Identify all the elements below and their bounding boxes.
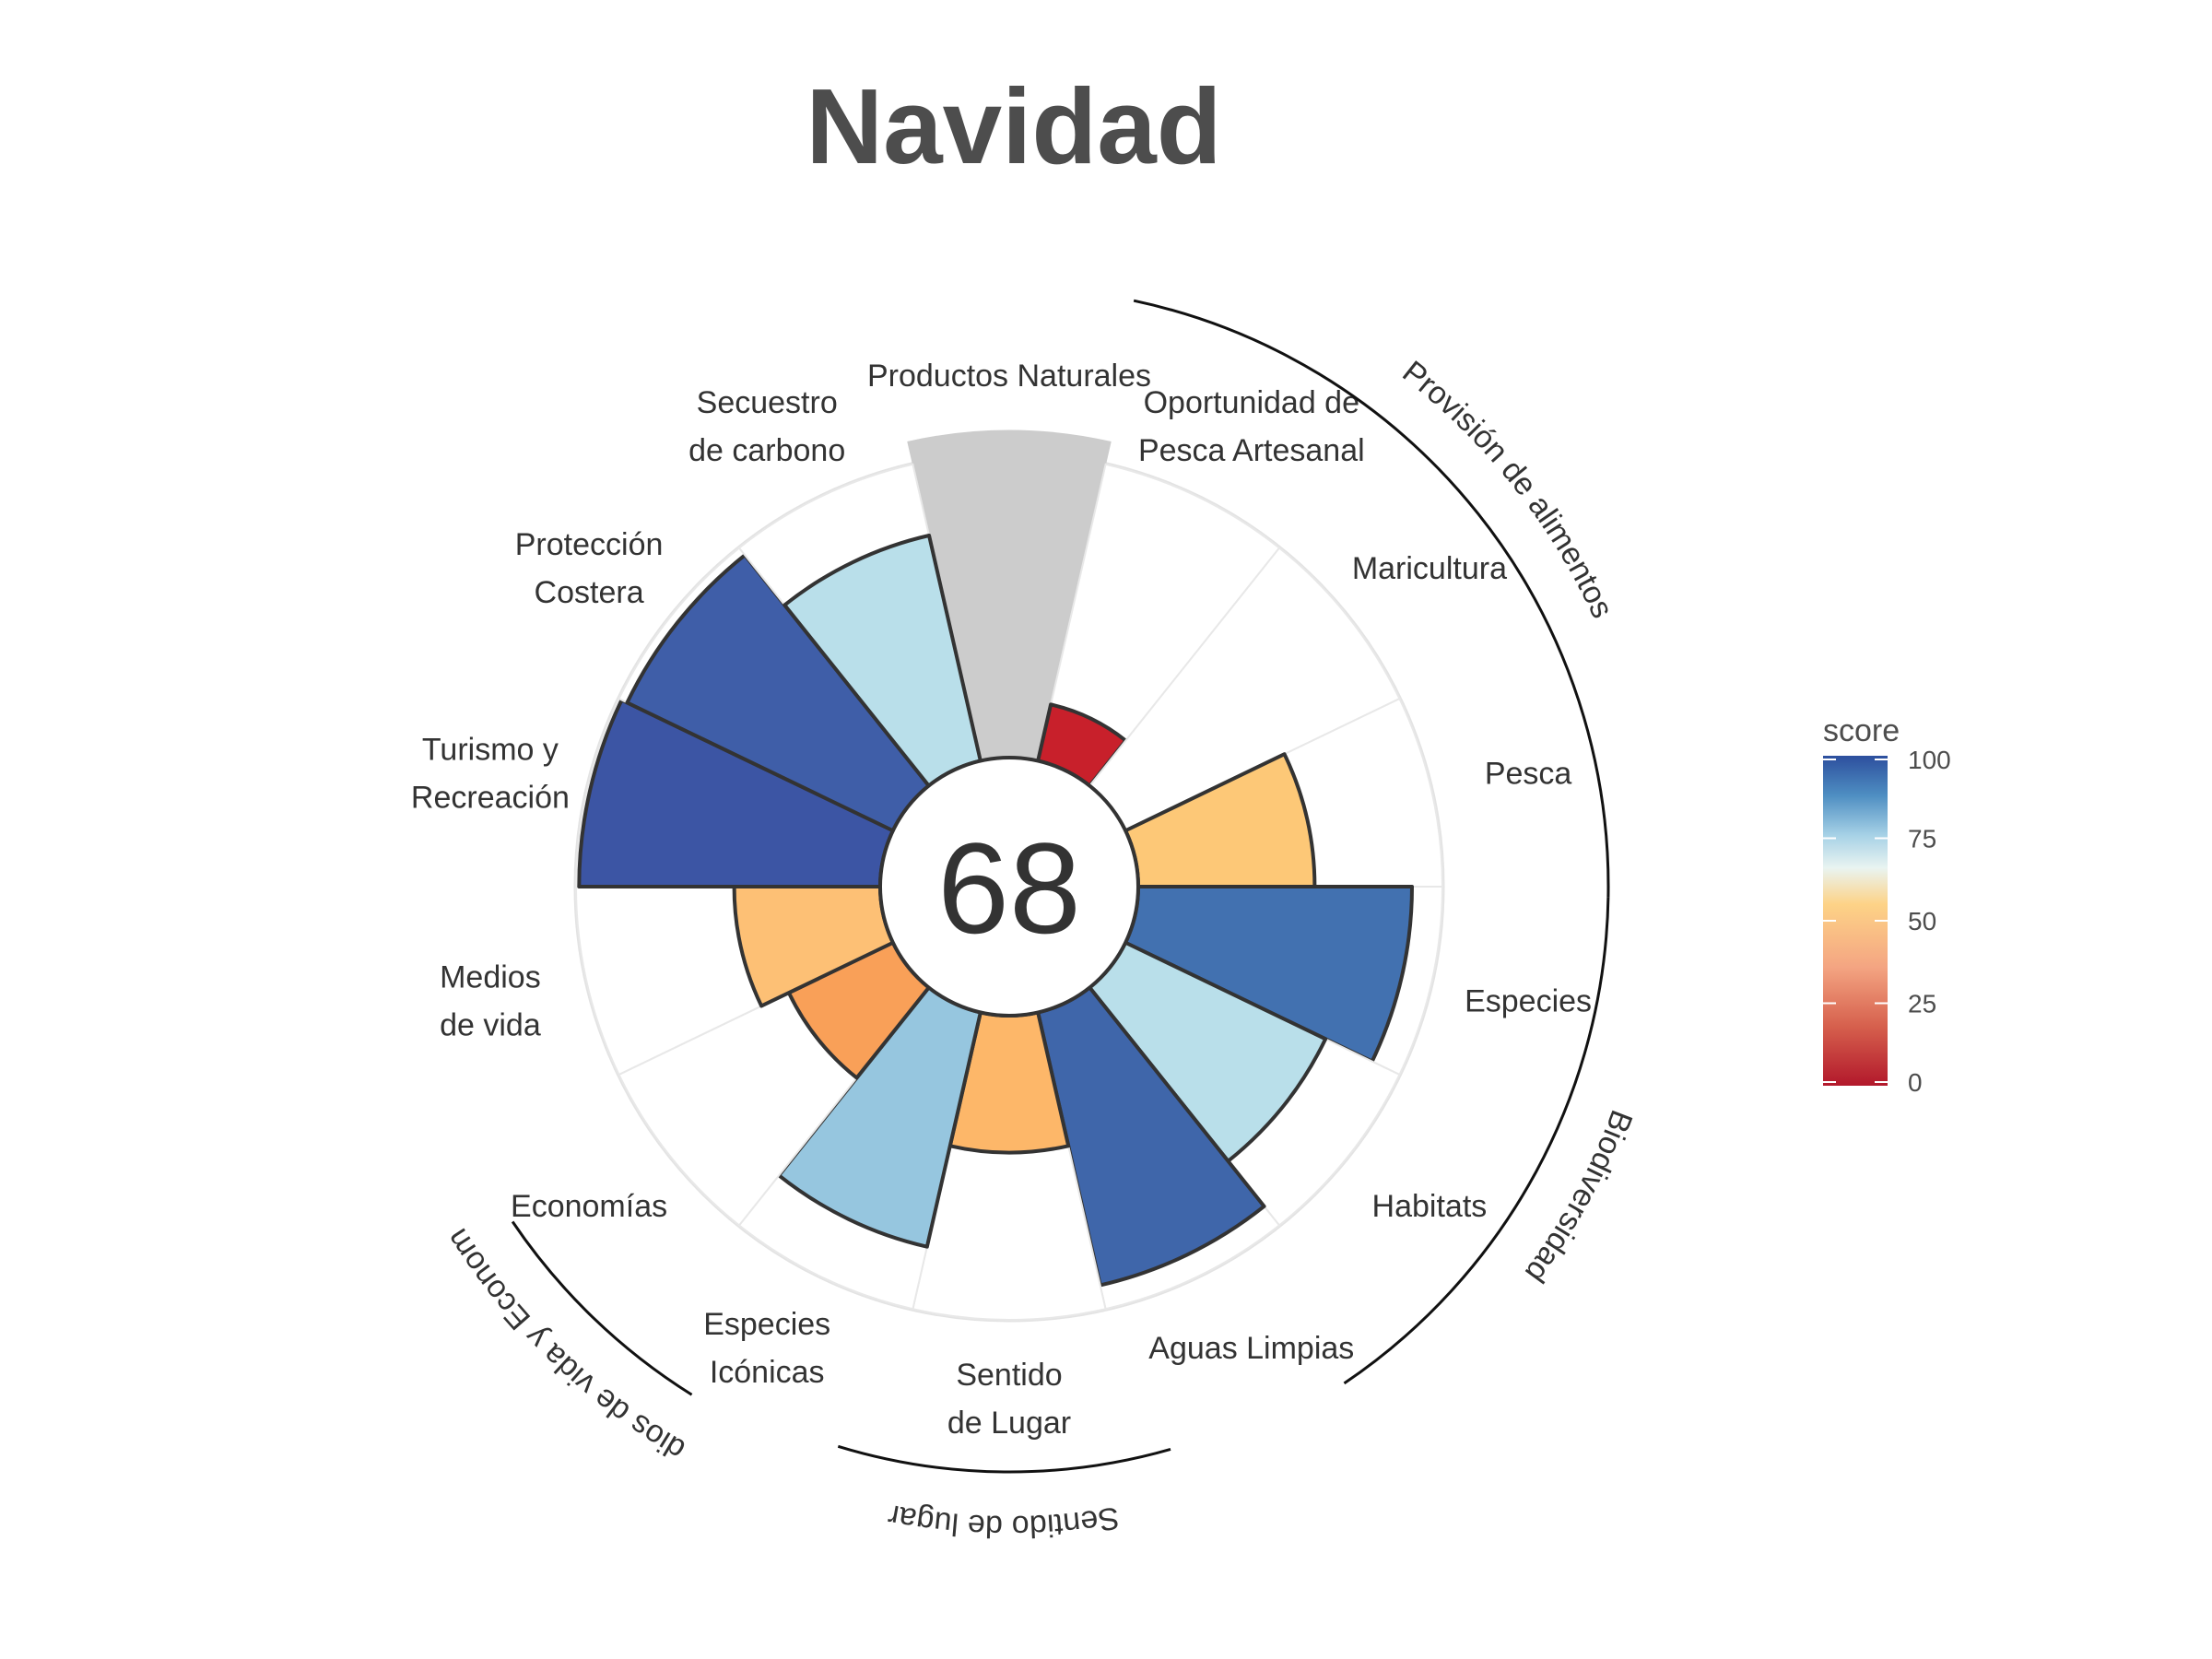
petal-label-medios-de-vida: Medios de vida [440,959,541,1042]
legend: score 0 25 50 75 100 [1823,713,1951,1097]
petal-label-especies-iconicas: Especies Icónicas [703,1307,830,1390]
center-score: 68 [937,816,1081,960]
petal-label-turismo-y-recreacion: Turismo y Recreación [411,733,570,816]
legend-tick-75: 75 [1908,825,1936,853]
chart-title: Navidad [806,66,1222,186]
legend-tick-0: 0 [1908,1068,1923,1097]
petal-label-maricultura: Maricultura [1352,551,1507,586]
group-arc-sentido-de-lugar [837,1444,1171,1474]
petal-label-pesca: Pesca [1485,757,1572,792]
group-label-medios-de-vida-y-economias: Medios de vida y Economías [0,0,691,1467]
legend-tick-100: 100 [1908,746,1951,774]
petal-label-habitats: Habitats [1372,1189,1488,1224]
petals-layer [573,429,1445,1323]
group-arc-biodiversidad [1343,897,1610,1385]
petal-label-especies: Especies [1465,983,1592,1018]
legend-title: score [1823,713,1900,748]
petal-label-economias: Economías [511,1189,667,1224]
petal-label-oportunidad-de-pesca-artesanal: Oportunidad de Pesca Artesanal [1138,385,1365,468]
center-circle [878,756,1140,1018]
group-label-sentido-de-lugar: Sentido de lugar [885,1498,1122,1544]
legend-tick-25: 25 [1908,990,1936,1018]
petal-label-proteccion-costera: Protección Costera [515,527,664,610]
group-arc-medios-de-vida-y-economias [511,1220,693,1396]
center-circle-group: 68 [878,756,1140,1018]
petal-label-aguas-limpias: Aguas Limpias [1148,1331,1354,1366]
petal-label-productos-naturales: Productos Naturales [867,359,1151,394]
group-arc-provision-de-alimentos [1133,299,1610,898]
petal-label-secuestro-de-carbono: Secuestro de carbono [688,385,845,468]
petal-label-sentido-de-lugar: Sentido de Lugar [947,1358,1071,1441]
group-label-biodiversidad: Biodiversidad [1518,1105,1640,1288]
legend-tick-50: 50 [1908,907,1936,935]
